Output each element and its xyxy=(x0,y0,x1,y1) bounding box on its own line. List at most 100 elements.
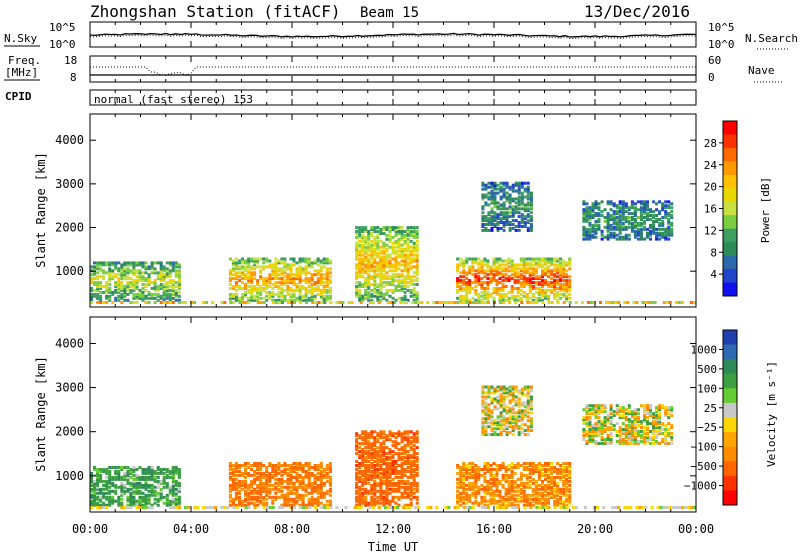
power-echo-cell xyxy=(486,301,490,304)
power-echo-cell xyxy=(531,298,535,302)
power-echo-cell xyxy=(612,235,616,239)
velocity-echo-cell xyxy=(93,501,96,505)
velocity-echo-cell xyxy=(301,497,305,501)
power-echo-cell xyxy=(238,259,241,263)
power-echo-cell xyxy=(531,292,535,296)
velocity-echo-cell xyxy=(483,462,487,465)
power-echo-cell xyxy=(385,243,389,247)
power-echo-cell xyxy=(298,269,302,273)
velocity-echo-cell xyxy=(562,491,566,495)
power-echo-cell xyxy=(313,281,317,285)
velocity-echo-cell xyxy=(316,485,320,489)
power-echo-cell xyxy=(505,191,509,195)
power-echo-cell xyxy=(373,249,377,253)
power-echo-cell xyxy=(159,287,163,290)
power-echo-cell xyxy=(492,277,496,281)
power-echo-cell xyxy=(465,290,469,294)
velocity-echo-cell xyxy=(519,464,523,467)
power-echo-cell xyxy=(319,283,323,286)
power-echo-cell xyxy=(507,277,511,281)
velocity-echo-cell xyxy=(117,473,121,477)
velocity-echo-cell xyxy=(489,493,493,497)
velocity-echo-cell xyxy=(510,481,514,485)
velocity-echo-cell xyxy=(364,442,368,446)
power-echo-cell xyxy=(585,231,589,235)
power-echo-cell xyxy=(553,257,557,261)
power-echo-cell xyxy=(379,273,383,277)
power-echo-cell xyxy=(316,277,320,281)
velocity-echo-cell xyxy=(286,477,290,481)
power-echo-cell xyxy=(591,227,595,231)
velocity-echo-cell xyxy=(174,503,178,507)
velocity-echo-cell xyxy=(325,466,329,469)
power-echo-cell xyxy=(487,219,491,223)
velocity-echo-cell xyxy=(477,485,481,489)
velocity-echo-cell xyxy=(150,483,154,487)
power-echo-cell xyxy=(114,263,118,267)
power-echo-cell xyxy=(129,261,133,265)
power-echo-cell xyxy=(244,292,247,296)
power-echo-cell xyxy=(144,271,148,275)
power-echo-cell xyxy=(513,287,517,290)
velocity-echo-cell xyxy=(483,495,487,499)
power-echo-cell xyxy=(406,226,410,230)
velocity-echo-cell xyxy=(376,454,380,458)
velocity-echo-cell xyxy=(382,501,386,505)
power-echo-cell xyxy=(377,301,381,304)
power-echo-cell xyxy=(544,273,547,277)
power-echo-cell xyxy=(141,292,145,296)
power-echo-cell xyxy=(241,259,244,263)
power-echo-cell xyxy=(373,257,377,261)
power-echo-cell xyxy=(541,269,544,273)
power-echo-cell xyxy=(90,301,93,304)
velocity-echo-cell xyxy=(283,495,287,499)
power-echo-cell xyxy=(96,288,100,292)
power-echo-cell xyxy=(99,283,103,286)
velocity-echo-cell xyxy=(292,487,296,491)
velocity-echo-cell xyxy=(489,499,493,503)
velocity-echo-cell xyxy=(364,471,368,475)
power-echo-cell xyxy=(99,263,103,267)
power-echo-cell xyxy=(123,292,127,296)
power-echo-cell xyxy=(481,211,485,215)
power-echo-cell xyxy=(537,288,541,292)
velocity-echo-cell xyxy=(459,493,463,497)
power-echo-cell xyxy=(502,228,506,232)
power-echo-cell xyxy=(603,235,607,239)
velocity-echo-cell xyxy=(370,473,374,477)
power-echo-cell xyxy=(162,265,166,269)
power-echo-cell xyxy=(474,275,478,279)
velocity-echo-cell xyxy=(553,475,557,479)
velocity-echo-cell xyxy=(147,489,151,493)
velocity-echo-cell xyxy=(409,442,413,446)
velocity-echo-cell xyxy=(132,485,136,489)
power-echo-cell xyxy=(132,287,136,290)
velocity-echo-cell xyxy=(358,477,362,481)
power-echo-cell xyxy=(319,277,323,281)
power-echo-cell xyxy=(292,257,296,261)
power-echo-cell xyxy=(259,285,263,288)
power-echo-cell xyxy=(513,281,517,285)
velocity-echo-cell xyxy=(373,438,377,442)
velocity-echo-cell xyxy=(135,483,139,487)
velocity-echo-cell xyxy=(319,501,323,505)
power-echo-cell xyxy=(256,301,260,304)
power-echo-cell xyxy=(286,288,290,292)
power-echo-cell xyxy=(111,292,115,296)
power-echo-cell xyxy=(568,288,572,292)
power-echo-cell xyxy=(606,221,610,225)
velocity-echo-cell xyxy=(379,466,383,469)
velocity-echo-cell xyxy=(367,454,371,458)
velocity-echo-cell xyxy=(289,464,293,467)
power-echo-cell xyxy=(415,245,419,249)
power-echo-cell xyxy=(412,232,416,235)
velocity-echo-cell xyxy=(400,434,404,438)
velocity-echo-cell xyxy=(379,458,383,461)
velocity-echo-cell xyxy=(391,466,395,469)
velocity-echo-cell xyxy=(174,491,178,495)
power-echo-cell xyxy=(379,288,383,292)
power-echo-cell xyxy=(162,285,166,288)
power-echo-cell xyxy=(262,288,266,292)
velocity-echo-cell xyxy=(483,485,487,489)
power-echo-cell xyxy=(519,298,523,302)
